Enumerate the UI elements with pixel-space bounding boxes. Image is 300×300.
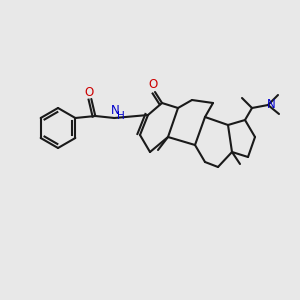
Text: O: O <box>85 85 94 98</box>
Text: N: N <box>267 98 275 110</box>
Text: O: O <box>148 79 158 92</box>
Text: H: H <box>117 111 125 121</box>
Text: N: N <box>111 104 120 118</box>
